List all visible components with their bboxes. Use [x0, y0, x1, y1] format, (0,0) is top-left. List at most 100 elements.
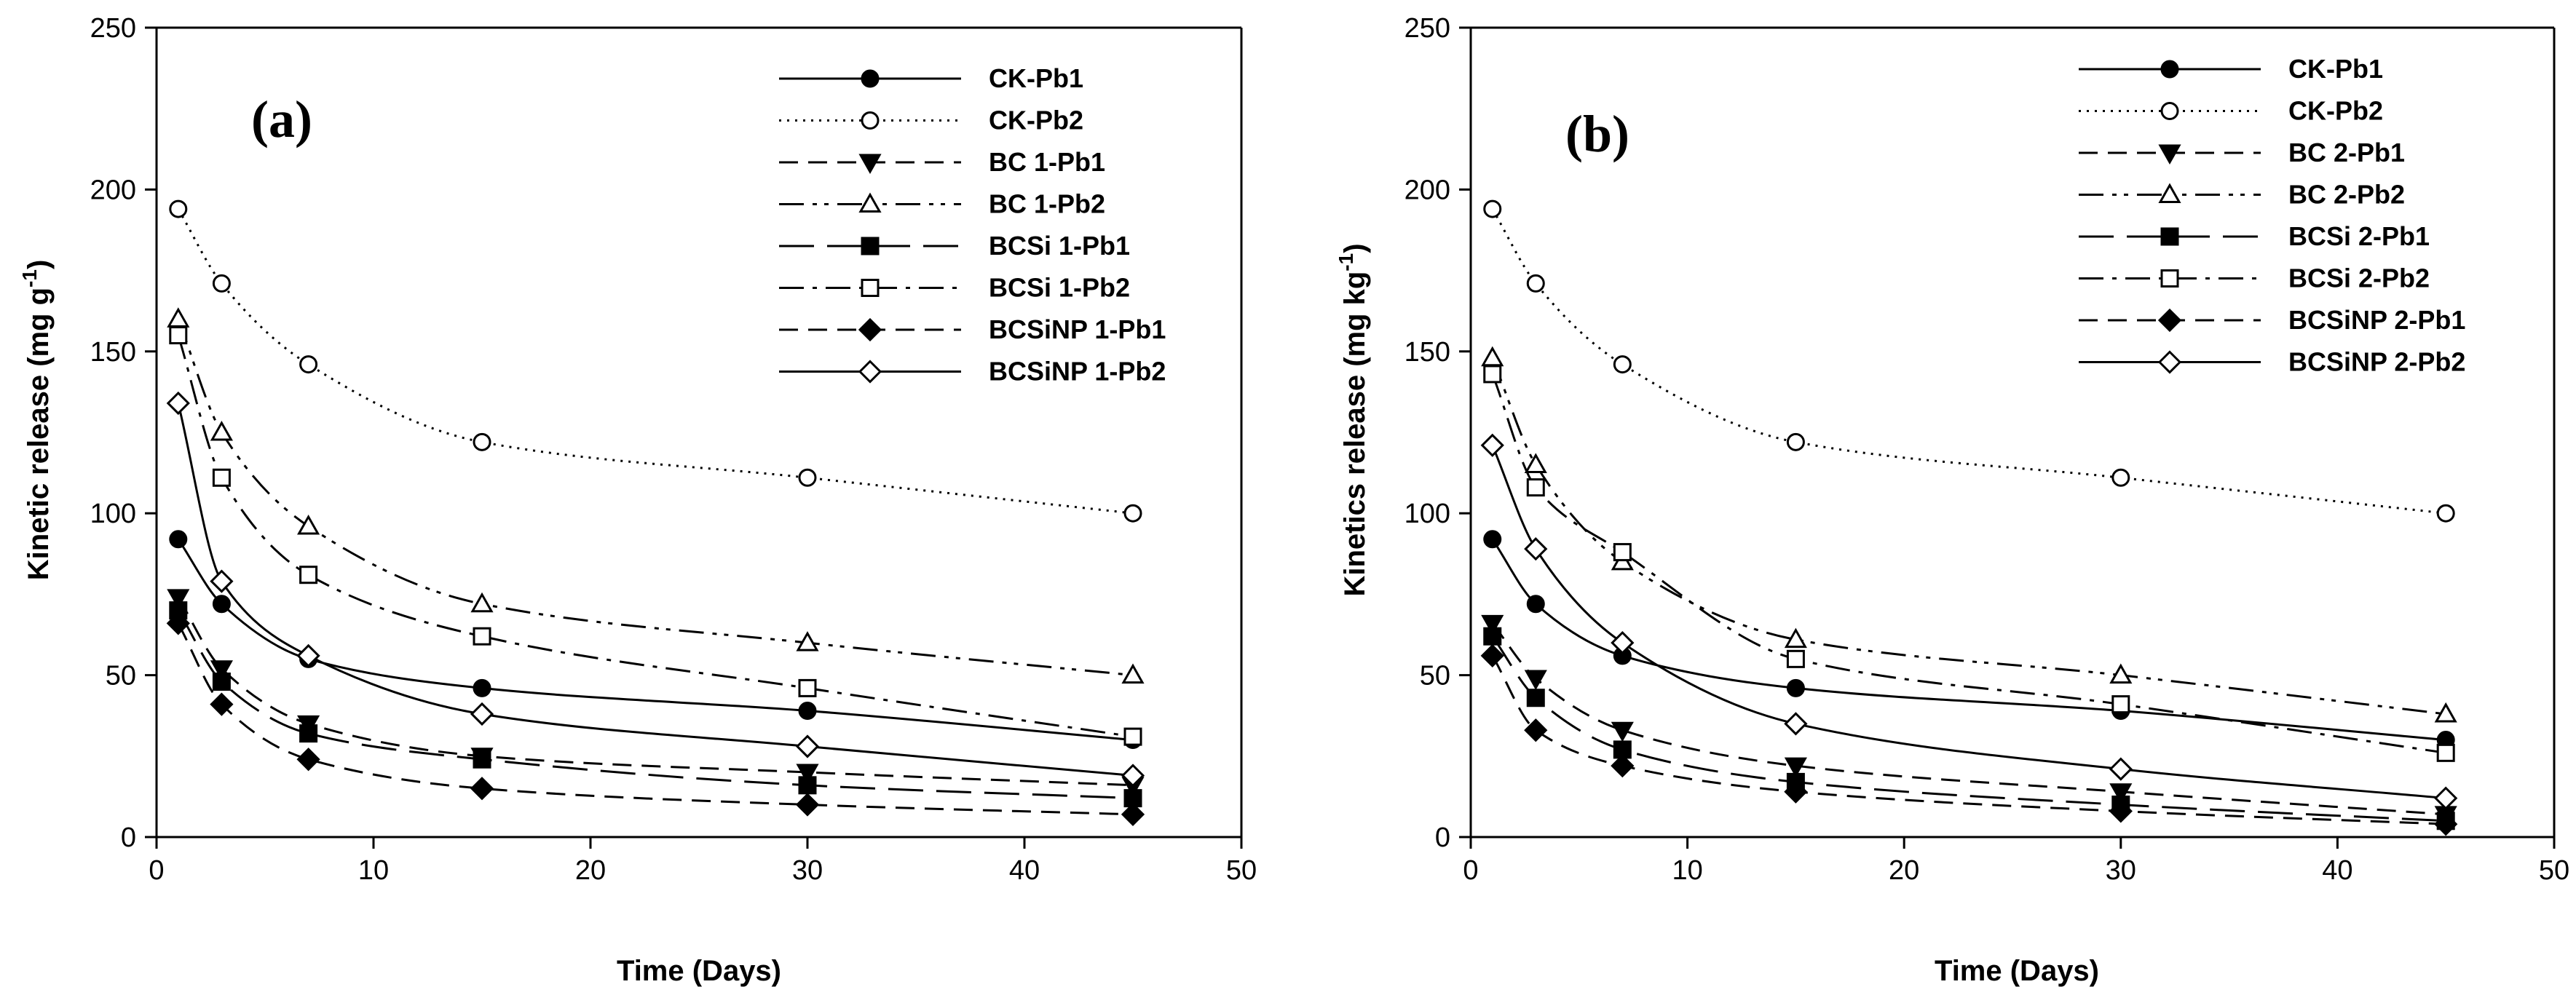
series-line-a-7 — [177, 403, 1134, 777]
y-tick-label-b-5: 250 — [1404, 13, 1450, 44]
legend-label-b-2: BC 2-Pb1 — [2288, 138, 2405, 167]
data-point-b-3-1 — [1524, 453, 1547, 473]
series-line-a-2 — [177, 597, 1134, 787]
data-point-b-1-2 — [1613, 355, 1632, 374]
legend-label-a-0: CK-Pb1 — [989, 63, 1083, 93]
y-tick-label-b-4: 200 — [1404, 175, 1450, 205]
data-point-a-0-1 — [212, 595, 231, 614]
y-axis-title-a-main: Kinetic release (mg g — [23, 288, 55, 580]
y-tick-label-a-4: 200 — [90, 175, 136, 205]
data-point-a-0-0 — [169, 530, 188, 549]
data-point-a-1-2 — [299, 355, 318, 374]
legend-marker-b-2 — [2158, 144, 2181, 165]
data-point-a-7-1 — [210, 569, 234, 593]
data-point-b-6-0 — [1480, 643, 1504, 668]
data-point-a-6-4 — [795, 793, 820, 817]
data-point-b-4-1 — [1526, 689, 1545, 707]
x-tick-label-b-2: 20 — [1889, 855, 1919, 886]
data-point-a-6-3 — [470, 777, 494, 801]
data-point-a-2-4 — [796, 764, 819, 785]
data-point-b-5-3 — [1786, 649, 1805, 668]
legend-label-b-7: BCSiNP 2-Pb2 — [2288, 347, 2465, 377]
data-point-a-1-3 — [473, 432, 491, 451]
axes-a: 0 10 20 30 40 50 0 50 100 150 200 250 — [90, 13, 1257, 886]
data-point-b-3-5 — [2434, 702, 2457, 723]
data-point-a-7-0 — [166, 391, 190, 416]
legend-marker-b-1 — [2160, 102, 2179, 120]
data-point-a-7-5 — [1121, 764, 1145, 788]
data-point-a-3-5 — [1121, 663, 1145, 684]
data-point-b-6-3 — [1784, 780, 1808, 804]
x-axis-title-a: Time (Days) — [617, 955, 781, 987]
series-line-a-1 — [177, 208, 1134, 515]
data-point-b-7-0 — [1480, 433, 1504, 457]
data-point-a-2-1 — [210, 660, 233, 681]
x-axis-title-b: Time (Days) — [1935, 955, 2099, 987]
data-point-b-1-0 — [1483, 199, 1502, 218]
y-tick-label-b-2: 100 — [1404, 499, 1450, 529]
x-tick-label-b-5: 50 — [2539, 855, 2569, 886]
data-point-a-3-4 — [796, 631, 819, 651]
data-point-a-6-5 — [1121, 802, 1145, 826]
data-point-b-3-3 — [1784, 627, 1807, 649]
legend-marker-a-2 — [858, 154, 882, 175]
data-point-b-6-2 — [1611, 754, 1635, 778]
data-point-a-1-1 — [212, 274, 231, 293]
data-point-a-0-4 — [798, 702, 817, 721]
legend-label-b-5: BCSi 2-Pb2 — [2288, 263, 2430, 293]
legend-marker-b-3 — [2158, 183, 2181, 203]
data-point-a-4-4 — [798, 776, 817, 795]
data-point-b-2-3 — [1784, 757, 1807, 778]
series-line-a-4 — [177, 609, 1134, 800]
panel-a: 0 10 20 30 40 50 0 50 100 150 200 250 (a) Time (Day… — [18, 13, 1257, 987]
data-point-a-6-1 — [210, 692, 234, 716]
series-line-a-0 — [177, 538, 1134, 742]
data-point-b-5-5 — [2436, 743, 2455, 762]
data-point-b-6-4 — [2109, 799, 2133, 823]
x-tick-label-b-1: 10 — [1672, 855, 1702, 886]
legend-label-a-2: BC 1-Pb1 — [989, 147, 1105, 177]
data-point-a-3-1 — [210, 420, 233, 441]
data-point-a-4-1 — [212, 672, 231, 691]
data-point-b-7-3 — [1784, 712, 1808, 736]
legend-label-b-3: BC 2-Pb2 — [2288, 180, 2405, 210]
data-point-a-2-0 — [167, 589, 190, 609]
legend-marker-b-7 — [2157, 350, 2182, 374]
legend-marker-a-7 — [858, 360, 882, 384]
legend-label-a-5: BCSi 1-Pb2 — [989, 273, 1130, 303]
data-point-b-4-0 — [1483, 627, 1502, 646]
y-tick-label-a-2: 100 — [90, 499, 136, 529]
data-point-b-2-4 — [2109, 783, 2133, 804]
data-point-b-2-0 — [1481, 614, 1504, 635]
y-axis-title-a-sup: -1 — [18, 269, 41, 288]
legend-label-b-4: BCSi 2-Pb1 — [2288, 221, 2430, 251]
data-point-a-0-3 — [473, 678, 491, 697]
legend-marker-b-0 — [2160, 60, 2179, 79]
data-point-a-3-2 — [297, 514, 320, 535]
data-point-b-7-4 — [2109, 757, 2133, 781]
series-line-b-0 — [1491, 538, 2446, 742]
series-line-a-6 — [177, 622, 1134, 816]
y-tick-label-a-0: 0 — [121, 822, 136, 853]
legend-marker-a-5 — [861, 279, 880, 297]
x-tick-label-a-5: 50 — [1226, 855, 1257, 886]
legend-marker-a-6 — [858, 317, 882, 342]
data-point-a-5-3 — [473, 627, 491, 646]
legend-a: CK-Pb1 CK-Pb2 BC 1-Pb1 BC 1-Pb2 BCSi 1-Pb1 BC… — [779, 63, 1166, 386]
x-tick-label-a-4: 40 — [1009, 855, 1040, 886]
data-point-a-5-1 — [212, 468, 231, 487]
legend-label-a-7: BCSiNP 1-Pb2 — [989, 357, 1166, 386]
data-point-a-7-4 — [795, 734, 820, 758]
data-point-a-7-2 — [296, 643, 320, 668]
series-line-b-4 — [1491, 635, 2446, 822]
legend-marker-b-4 — [2160, 227, 2179, 246]
legend-marker-a-1 — [861, 111, 880, 130]
data-point-a-5-4 — [798, 678, 817, 697]
legend-label-b-6: BCSiNP 2-Pb1 — [2288, 305, 2465, 335]
y-axis-title-b-close: ) — [1339, 243, 1371, 253]
data-point-a-4-2 — [299, 724, 318, 743]
x-tick-label-a-3: 30 — [792, 855, 823, 886]
data-point-b-1-3 — [1786, 432, 1805, 451]
legend-label-a-1: CK-Pb2 — [989, 106, 1083, 135]
